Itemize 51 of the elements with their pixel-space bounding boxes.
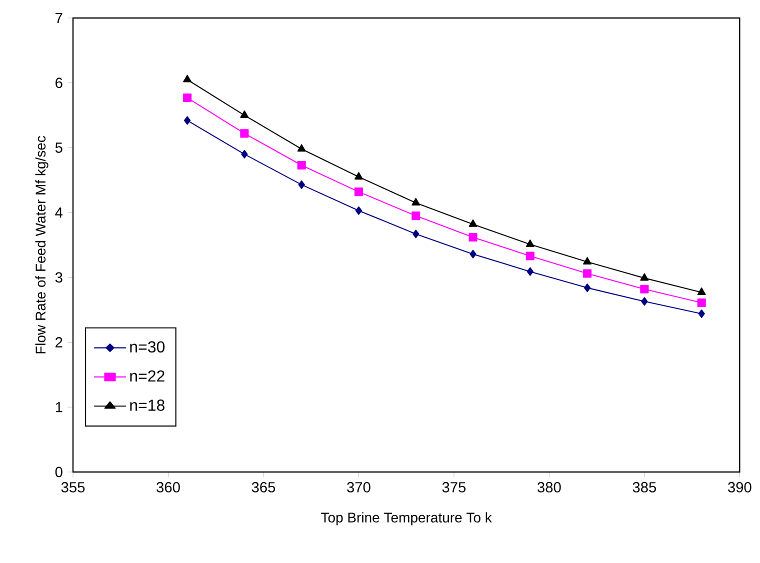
y-tick-label: 7	[56, 12, 62, 24]
point	[354, 172, 363, 180]
point	[584, 284, 591, 292]
point	[640, 284, 649, 294]
point	[583, 269, 592, 278]
point	[583, 257, 592, 265]
point	[183, 74, 192, 82]
x-tick-label: 360	[156, 482, 180, 492]
point	[412, 212, 420, 220]
point	[184, 116, 191, 125]
legend-label: n=22	[130, 370, 164, 382]
point	[468, 232, 478, 242]
y-tick-label: 2	[56, 337, 62, 348]
y-axis-title: Flow Rate of Feed Water Mf kg/sec	[35, 136, 48, 354]
point	[297, 160, 306, 170]
x-tick-label: 385	[632, 482, 656, 492]
legend-label: n=18	[130, 400, 164, 411]
x-tick-label: 380	[538, 482, 561, 492]
point	[526, 240, 534, 248]
legend-label: n=30	[130, 341, 165, 353]
y-tick-label: 0	[55, 466, 62, 478]
point	[355, 206, 362, 215]
point	[354, 188, 363, 196]
x-tick-label: 390	[728, 482, 752, 492]
y-tick-label: 4	[55, 208, 63, 218]
x-tick-label: 365	[252, 482, 276, 492]
y-tick-label: 5	[55, 142, 62, 153]
point	[697, 288, 706, 296]
point	[526, 267, 534, 276]
point	[298, 180, 305, 189]
y-tick-label: 6	[56, 78, 62, 88]
point	[412, 198, 420, 206]
point	[412, 230, 420, 238]
point	[240, 129, 249, 138]
point	[241, 150, 248, 158]
point	[641, 297, 648, 306]
point	[183, 94, 192, 102]
x-axis-title: Top Brine Temperature To k	[321, 512, 492, 526]
point	[297, 144, 306, 152]
point	[240, 110, 249, 118]
y-tick-label: 1	[56, 402, 62, 412]
x-tick-label: 375	[442, 482, 466, 492]
x-tick-label: 370	[347, 482, 370, 492]
point	[526, 252, 534, 260]
y-tick-label: 3	[55, 272, 62, 283]
point	[468, 219, 478, 227]
x-tick-label: 355	[61, 482, 85, 492]
point	[470, 250, 476, 258]
point	[698, 309, 705, 318]
point	[697, 298, 706, 307]
point	[640, 273, 649, 281]
